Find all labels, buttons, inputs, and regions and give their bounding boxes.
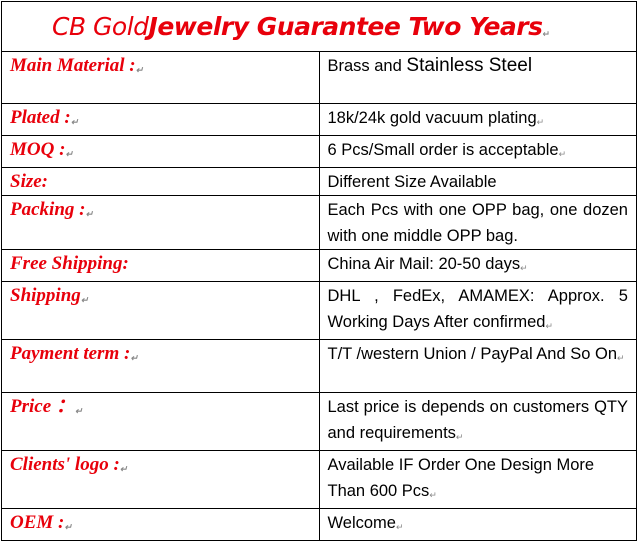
table-row: Size: Different Size Available [1,167,637,196]
table-row: Price ： Last price is depends on custome… [1,392,637,451]
row-value: Last price is depends on customers QTY a… [318,392,637,451]
row-value: DHL , FedEx, AMAMEX: Approx. 5 Working D… [318,281,637,340]
title-row: CB GoldJewelry Guarantee Two Years [1,1,637,52]
row-value: 18k/24k gold vacuum plating [318,103,637,136]
row-label: Packing : [1,195,320,250]
row-value: Brass and Stainless Steel [318,51,637,104]
title-guarantee: Jewelry Guarantee Two Years [149,12,550,41]
row-value: Different Size Available [318,167,637,196]
table-row: Plated : 18k/24k gold vacuum plating [1,103,637,136]
title-brand: CB Gold [52,12,149,41]
table-row: Shipping DHL , FedEx, AMAMEX: Approx. 5 … [1,281,637,340]
row-label: Free Shipping: [1,249,320,282]
row-value: T/T /western Union / PayPal And So On [318,339,637,393]
value-part: Stainless Steel [406,55,533,76]
row-label: OEM : [1,508,320,541]
row-label: Plated : [1,103,320,136]
row-label: Payment term : [1,339,320,393]
row-label: Main Material : [1,51,320,104]
row-label: Price ： [1,392,320,451]
table-row: MOQ : 6 Pcs/Small order is acceptable [1,135,637,168]
table-row: Free Shipping: China Air Mail: 20-50 day… [1,249,637,282]
table-row: OEM : Welcome [1,508,637,541]
table-row: Main Material : Brass and Stainless Stee… [1,51,637,104]
row-value: 6 Pcs/Small order is acceptable [318,135,637,168]
table-row: Packing : Each Pcs with one OPP bag, one… [1,195,637,250]
row-label: Size: [1,167,320,196]
row-value: Each Pcs with one OPP bag, one dozen wit… [318,195,637,250]
row-value: China Air Mail: 20-50 days [318,249,637,282]
table-row: Payment term : T/T /western Union / PayP… [1,339,637,393]
row-label: MOQ : [1,135,320,168]
value-part: Brass and [327,57,402,75]
table-title: CB GoldJewelry Guarantee Two Years [1,1,637,52]
row-label: Shipping [1,281,320,340]
row-value: Welcome [318,508,637,541]
